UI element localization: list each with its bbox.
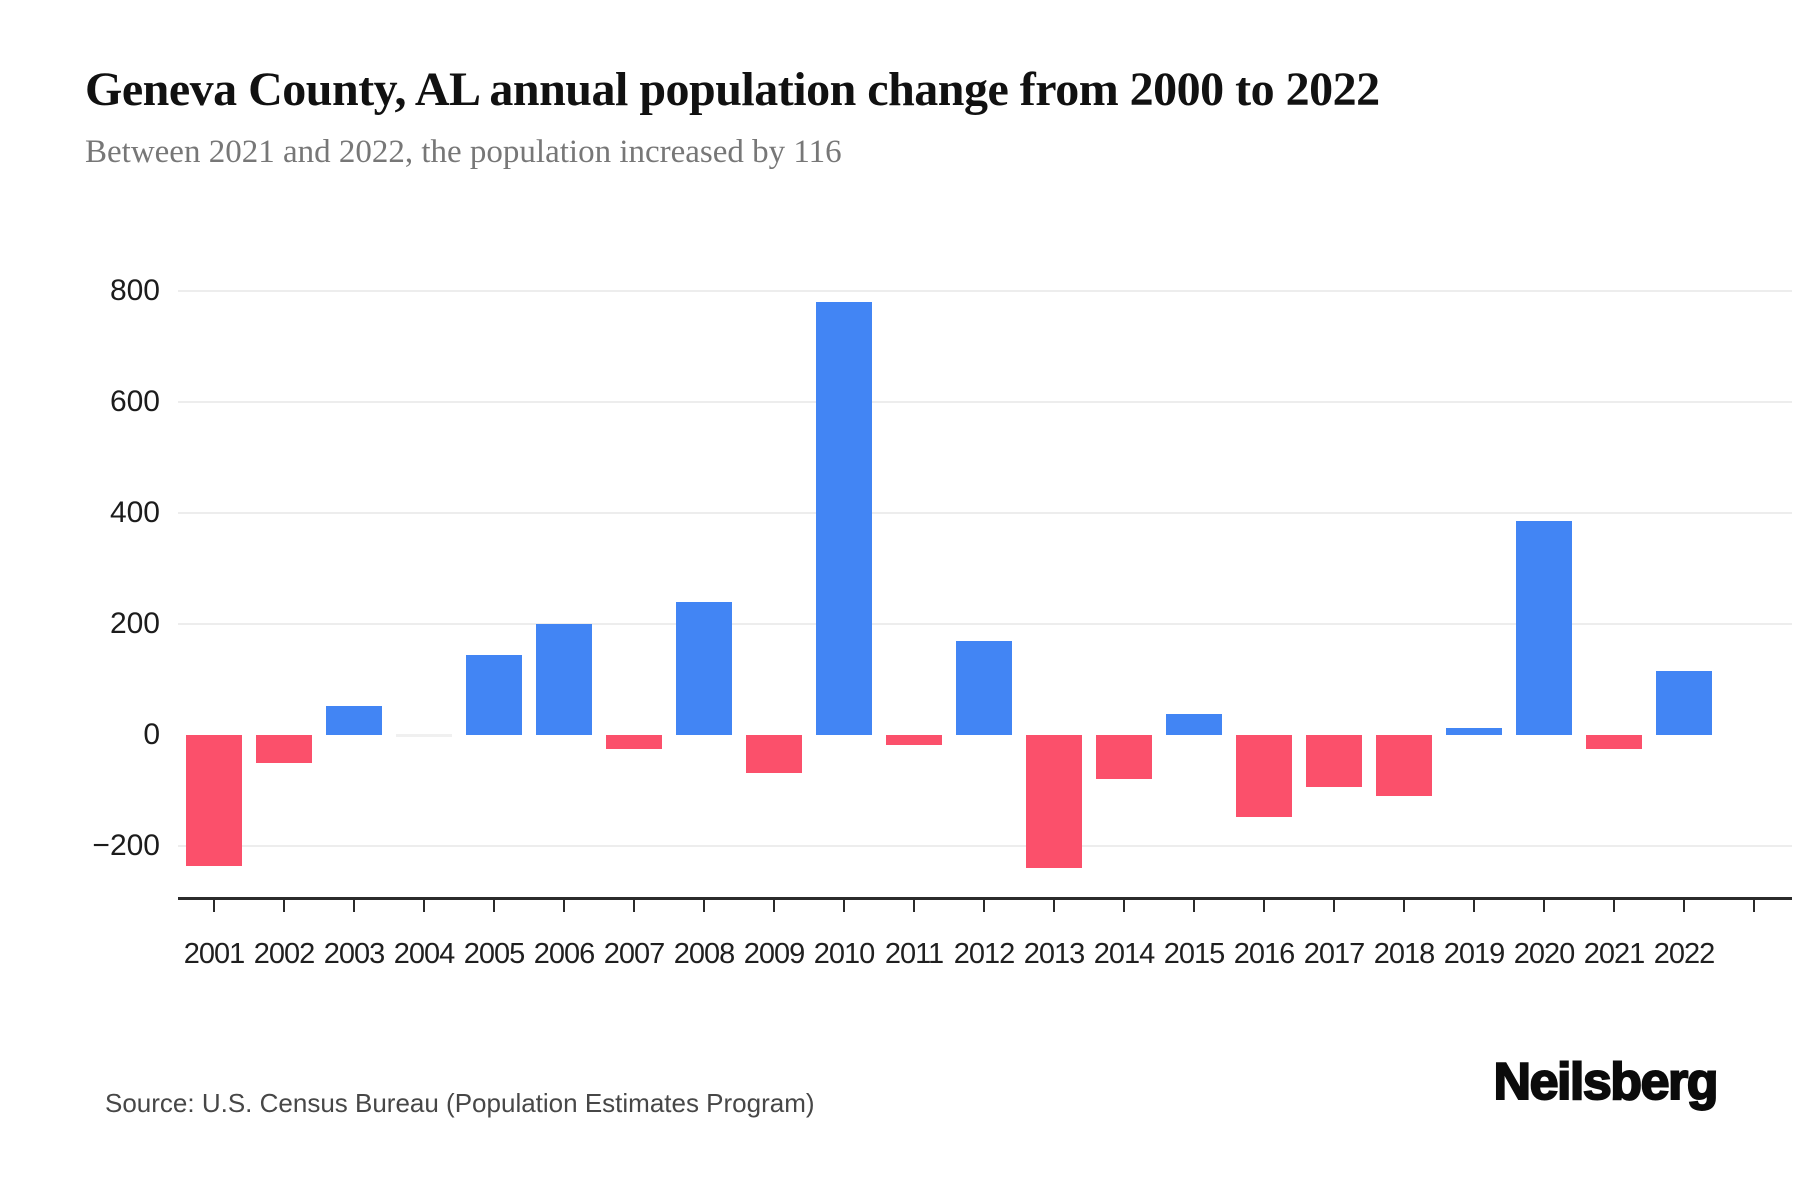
y-axis-tick-label: 200 (109, 607, 160, 640)
x-axis-tick (423, 899, 425, 912)
y-axis-tick-label: 800 (109, 274, 160, 307)
y-axis-tick-label: 0 (143, 718, 160, 751)
x-axis-label-2006: 2006 (533, 938, 596, 970)
bar-2012[interactable] (956, 640, 1012, 735)
x-axis-label-2021: 2021 (1583, 938, 1646, 970)
x-axis-label-2007: 2007 (603, 938, 666, 970)
bar-2015[interactable] (1166, 713, 1222, 735)
bar-2004[interactable] (396, 734, 452, 737)
x-axis-tick (983, 899, 985, 912)
bar-2022[interactable] (1656, 670, 1712, 735)
x-axis-label-2019: 2019 (1443, 938, 1506, 970)
bar-2005[interactable] (466, 654, 522, 735)
x-axis-tick (843, 899, 845, 912)
bar-2007[interactable] (606, 735, 662, 749)
x-axis-tick (353, 899, 355, 912)
x-axis-tick (1403, 899, 1405, 912)
x-axis-label-2008: 2008 (673, 938, 736, 970)
x-axis-tick (1053, 899, 1055, 912)
chart-subtitle: Between 2021 and 2022, the population in… (85, 134, 842, 170)
x-axis-label-2005: 2005 (463, 938, 526, 970)
y-axis-tick-label: 600 (109, 385, 160, 418)
x-axis-label-2003: 2003 (323, 938, 386, 970)
x-axis-label-2010: 2010 (813, 938, 876, 970)
x-axis-tick (1333, 899, 1335, 912)
x-axis-label-2004: 2004 (393, 938, 456, 970)
x-axis-tick (1613, 899, 1615, 912)
x-axis-tick (563, 899, 565, 912)
gridline--200 (178, 845, 1792, 847)
x-axis-tick (773, 899, 775, 912)
neilsberg-logo: Neilsberg (1493, 1052, 1720, 1112)
x-axis-label-2002: 2002 (253, 938, 316, 970)
x-axis-tick (1543, 899, 1545, 912)
x-axis-tick (1683, 899, 1685, 912)
x-axis-tick (1193, 899, 1195, 912)
bar-2013[interactable] (1026, 735, 1082, 869)
x-axis-tick (1263, 899, 1265, 912)
gridline-400 (178, 512, 1792, 514)
chart-title: Geneva County, AL annual population chan… (85, 63, 1380, 116)
bar-2006[interactable] (536, 624, 592, 735)
bar-2018[interactable] (1376, 735, 1432, 797)
x-axis-tick (283, 899, 285, 912)
gridline-600 (178, 401, 1792, 403)
x-axis-label-2016: 2016 (1233, 938, 1296, 970)
bar-2016[interactable] (1236, 735, 1292, 817)
x-axis-tick (703, 899, 705, 912)
x-axis-label-2012: 2012 (953, 938, 1016, 970)
bar-2001[interactable] (186, 735, 242, 866)
bar-2002[interactable] (256, 735, 312, 763)
x-axis-label-2009: 2009 (743, 938, 806, 970)
bar-2017[interactable] (1306, 735, 1362, 787)
y-axis-tick-label: 400 (109, 496, 160, 529)
x-axis-line (178, 897, 1792, 900)
x-axis-label-2020: 2020 (1513, 938, 1576, 970)
x-axis-tick (633, 899, 635, 912)
gridline-800 (178, 290, 1792, 292)
x-axis-end-tick (1753, 899, 1755, 912)
x-axis-tick (913, 899, 915, 912)
bar-2011[interactable] (886, 735, 942, 745)
x-axis-tick (493, 899, 495, 912)
x-axis-tick (1123, 899, 1125, 912)
bar-2020[interactable] (1516, 521, 1572, 735)
x-axis-label-2015: 2015 (1163, 938, 1226, 970)
bar-2008[interactable] (676, 601, 732, 735)
bar-2009[interactable] (746, 735, 802, 773)
x-axis-label-2018: 2018 (1373, 938, 1436, 970)
bar-2019[interactable] (1446, 728, 1502, 735)
bar-2010[interactable] (816, 302, 872, 735)
x-axis-label-2013: 2013 (1023, 938, 1086, 970)
x-axis-label-2011: 2011 (884, 938, 944, 970)
x-axis-label-2014: 2014 (1093, 938, 1156, 970)
x-axis-tick (213, 899, 215, 912)
bar-2014[interactable] (1096, 735, 1152, 780)
x-axis-label-2022: 2022 (1653, 938, 1716, 970)
source-note: Source: U.S. Census Bureau (Population E… (105, 1088, 815, 1118)
x-axis-label-2001: 2001 (183, 938, 246, 970)
x-axis-tick (1473, 899, 1475, 912)
y-axis-tick-label: −200 (92, 829, 160, 862)
bar-2021[interactable] (1586, 735, 1642, 750)
bar-2003[interactable] (326, 706, 382, 735)
x-axis-label-2017: 2017 (1303, 938, 1366, 970)
gridline-200 (178, 623, 1792, 625)
